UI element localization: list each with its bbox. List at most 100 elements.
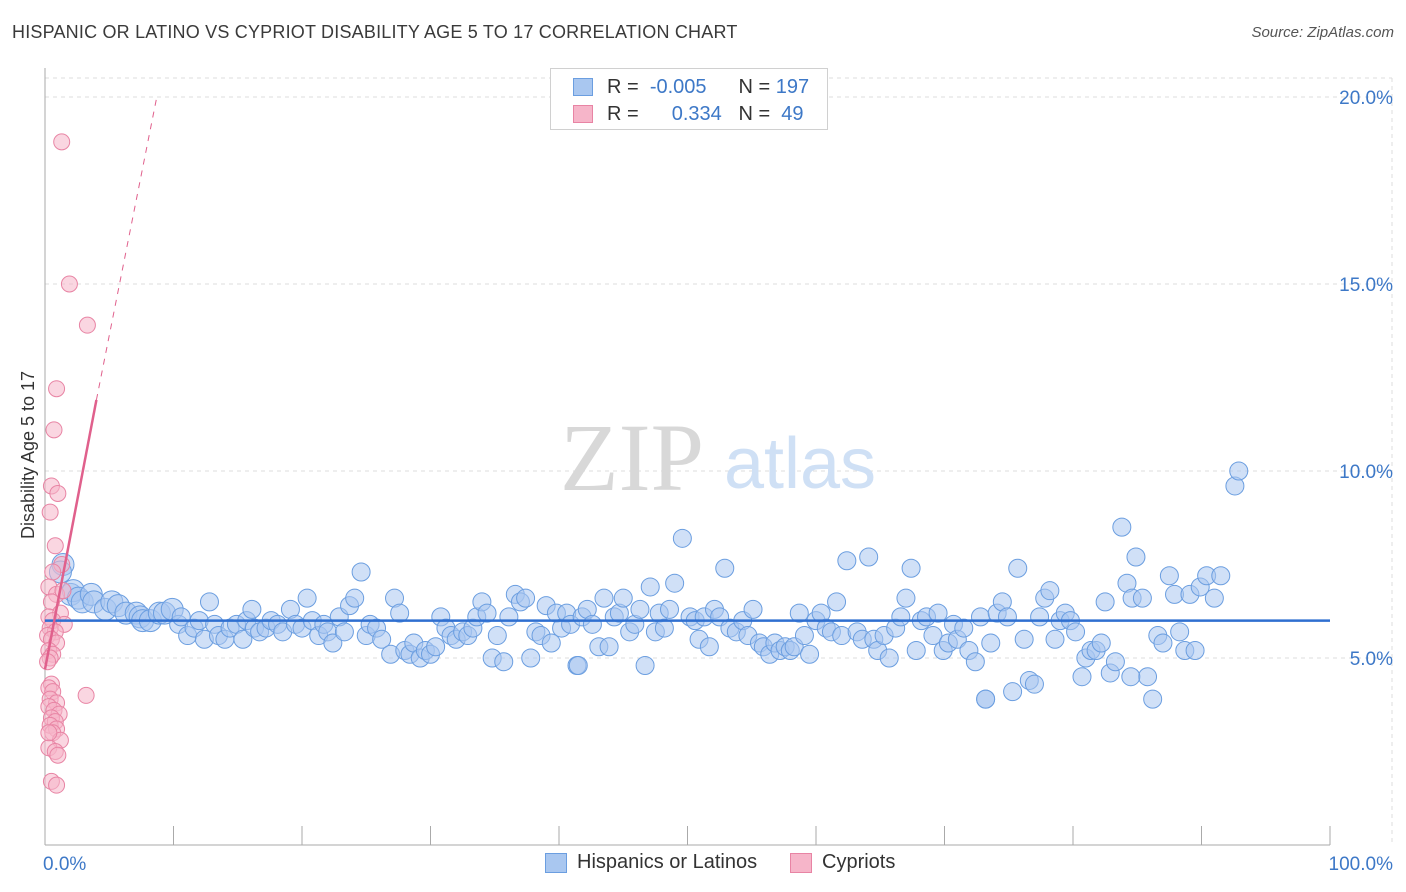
hispanics-point	[896, 588, 916, 608]
hispanics-point	[1072, 667, 1092, 687]
hispanics-point	[859, 547, 879, 567]
hispanics-point	[334, 622, 354, 642]
hispanics-point	[879, 648, 899, 668]
x-tick-label: 100.0%	[1329, 854, 1394, 875]
series-legend: Hispanics or Latinos Cypriots	[0, 851, 1406, 879]
hispanics-point	[516, 588, 536, 608]
legend-swatch-pink	[573, 105, 593, 123]
y-tick-label: 10.0%	[1339, 462, 1393, 483]
hispanics-point	[1091, 633, 1111, 653]
hispanics-point	[345, 588, 365, 608]
hispanics-point	[800, 644, 820, 664]
hispanics-point	[928, 603, 948, 623]
hispanics-point	[1143, 689, 1163, 709]
hispanics-point	[1170, 622, 1190, 642]
y-axis-label: Disability Age 5 to 17	[18, 371, 38, 539]
legend-swatch-blue	[545, 852, 567, 873]
hispanics-point	[1040, 581, 1060, 601]
hispanics-point	[837, 551, 857, 571]
hispanics-point	[635, 655, 655, 675]
hispanics-point	[794, 626, 814, 646]
cypriots-point	[48, 776, 66, 794]
y-tick-label: 5.0%	[1350, 649, 1393, 670]
hispanics-point	[1014, 629, 1034, 649]
hispanics-point	[1204, 588, 1224, 608]
legend-item-cypriots[interactable]: Cypriots	[790, 851, 895, 874]
hispanics-point	[1121, 667, 1141, 687]
y-tick-label: 15.0%	[1339, 275, 1393, 296]
x-tick-label: 0.0%	[43, 854, 86, 875]
hispanics-point	[630, 599, 650, 619]
legend-n-label: N =	[738, 102, 771, 125]
legend-n-label: N =	[738, 75, 771, 98]
hispanics-point	[1229, 461, 1249, 481]
hispanics-point	[654, 618, 674, 638]
source-label: Source: ZipAtlas.com	[1251, 24, 1394, 41]
hispanics-point	[323, 633, 343, 653]
hispanics-point	[699, 637, 719, 657]
hispanics-point	[954, 618, 974, 638]
hispanics-point	[672, 528, 692, 548]
hispanics-point	[1045, 629, 1065, 649]
legend-n-value: 49	[781, 102, 804, 125]
hispanics-point	[1138, 667, 1158, 687]
cypriots-point	[60, 275, 78, 293]
hispanics-point	[568, 655, 588, 675]
hispanics-point	[1112, 517, 1132, 537]
legend-r-value: 0.334	[671, 102, 722, 125]
hispanics-point	[1105, 652, 1125, 672]
stats-legend: R = -0.005 N = 197 R = 0.334 N = 49	[550, 68, 828, 130]
hispanics-point	[827, 592, 847, 612]
hispanics-point	[1185, 641, 1205, 661]
hispanics-point	[640, 577, 660, 597]
legend-n-value: 197	[775, 75, 810, 98]
series-cypriots-points	[39, 133, 96, 794]
cypriots-point	[78, 316, 96, 334]
hispanics-point	[965, 652, 985, 672]
hispanics-point	[970, 607, 990, 627]
hispanics-point	[613, 588, 633, 608]
hispanics-point	[906, 641, 926, 661]
cypriots-point	[54, 582, 72, 600]
grid-lines	[45, 77, 1393, 845]
cypriots-point	[45, 421, 63, 439]
hispanics-point	[1211, 566, 1231, 586]
hispanics-point	[594, 588, 614, 608]
hispanics-point	[997, 607, 1017, 627]
legend-row-cypriots: R = 0.334 N = 49	[573, 101, 804, 127]
hispanics-point	[233, 629, 253, 649]
hispanics-point	[1066, 622, 1086, 642]
legend-r-label: R =	[607, 75, 639, 98]
hispanics-point	[582, 614, 602, 634]
hispanics-point	[372, 629, 392, 649]
legend-label-hispanics: Hispanics or Latinos	[577, 851, 758, 873]
hispanics-point	[477, 603, 497, 623]
hispanics-point	[715, 558, 735, 578]
hispanics-point	[390, 603, 410, 623]
trend-lines	[43, 96, 1330, 670]
hispanics-point	[499, 607, 519, 627]
cypriots-trend-extension	[95, 96, 158, 401]
y-tick-label: 20.0%	[1339, 88, 1393, 109]
hispanics-point	[541, 633, 561, 653]
hispanics-point	[599, 637, 619, 657]
cypriots-point	[40, 724, 58, 742]
chart-title: HISPANIC OR LATINO VS CYPRIOT DISABILITY…	[12, 22, 738, 42]
legend-item-hispanics[interactable]: Hispanics or Latinos	[545, 851, 757, 874]
cypriots-point	[46, 537, 64, 555]
watermark-zip: ZIP	[560, 404, 704, 511]
hispanics-point	[494, 652, 514, 672]
hispanics-point	[1024, 674, 1044, 694]
hispanics-point	[297, 588, 317, 608]
hispanics-point	[1095, 592, 1115, 612]
cypriots-point	[49, 746, 67, 764]
legend-swatch-pink	[790, 852, 812, 873]
hispanics-point	[199, 592, 219, 612]
hispanics-point	[901, 558, 921, 578]
cypriots-point	[77, 686, 95, 704]
cypriots-point	[48, 380, 66, 398]
hispanics-point	[487, 626, 507, 646]
hispanics-point	[1159, 566, 1179, 586]
hispanics-point	[923, 626, 943, 646]
hispanics-point	[1126, 547, 1146, 567]
